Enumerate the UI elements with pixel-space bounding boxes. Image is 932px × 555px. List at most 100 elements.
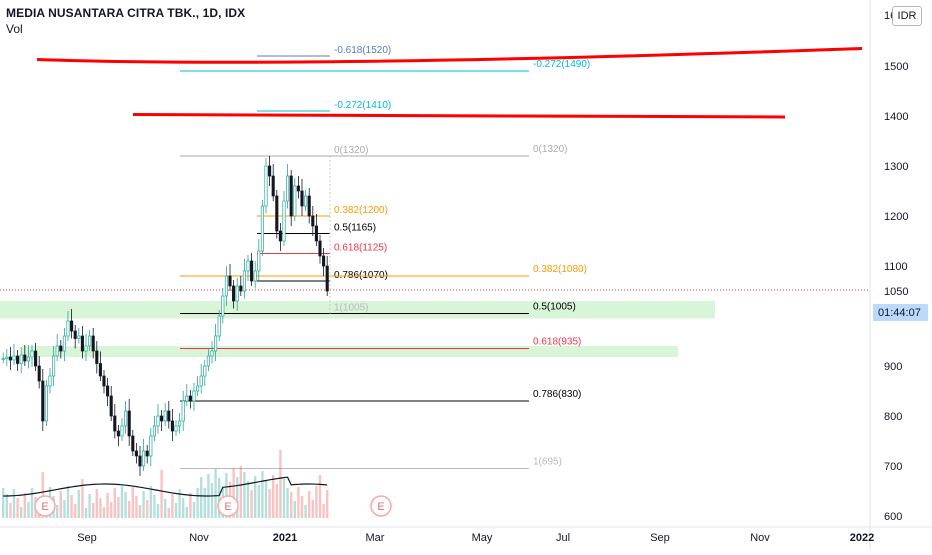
time-tick-label: Sep <box>77 532 97 544</box>
candle-body <box>181 400 185 422</box>
candle-body <box>138 455 142 467</box>
candle-body <box>84 345 88 352</box>
candle-body <box>257 250 261 272</box>
volume-bar <box>146 500 149 518</box>
volume-bar <box>131 487 134 518</box>
candle-body <box>167 410 171 422</box>
volume-bar <box>167 508 170 518</box>
candle-body <box>196 385 200 392</box>
volume-indicator-label[interactable]: Vol <box>6 22 23 36</box>
volume-bar <box>142 491 145 518</box>
candle-body <box>278 230 282 242</box>
candle-body <box>77 335 81 339</box>
volume-bar <box>279 450 282 518</box>
fib-level-label: -0.618(1520) <box>334 45 391 56</box>
volume-bar <box>326 490 329 518</box>
candle-body <box>26 356 30 362</box>
candle-body <box>37 365 41 382</box>
volume-bar <box>88 494 91 518</box>
candle-body <box>260 205 264 252</box>
candle-body <box>156 415 160 427</box>
volume-bar <box>149 486 152 518</box>
volume-bar <box>254 476 257 518</box>
lower-resistance-line <box>132 113 786 119</box>
volume-bar <box>16 498 19 518</box>
volume-bar <box>110 502 113 518</box>
volume-bar <box>5 494 8 518</box>
candle-body <box>59 345 63 352</box>
time-tick-label: Nov <box>750 532 770 544</box>
candle-body <box>116 430 120 437</box>
price-tick-label: 1400 <box>884 111 908 123</box>
candle-body <box>62 335 66 352</box>
candle-body <box>228 275 232 287</box>
currency-badge[interactable]: IDR <box>892 6 922 26</box>
volume-bar <box>153 495 156 518</box>
volume-bar <box>113 488 116 518</box>
candle-body <box>286 175 290 202</box>
volume-bar <box>257 485 260 518</box>
volume-bar <box>268 489 271 518</box>
candle-body <box>95 350 99 364</box>
candle-body <box>203 365 207 377</box>
candle-body <box>127 410 131 437</box>
candle-body <box>217 315 221 337</box>
volume-bar <box>308 491 311 518</box>
candle-body <box>235 285 239 302</box>
volume-bar <box>84 508 88 518</box>
candle-body <box>206 355 210 367</box>
price-tick-label: 900 <box>884 361 902 373</box>
support-zone <box>22 346 678 357</box>
price-tick-label: 800 <box>884 411 902 423</box>
volume-bar <box>264 480 268 518</box>
candle-body <box>192 390 196 402</box>
volume-bar <box>286 488 289 518</box>
price-tick-label: 1100 <box>884 261 908 273</box>
volume-bar <box>290 492 293 518</box>
price-tick-label: 600 <box>884 511 902 523</box>
candle-body <box>80 335 84 352</box>
candle-body <box>210 350 214 357</box>
candle-body <box>289 175 293 217</box>
last-price-tag <box>870 282 912 300</box>
candle-body <box>293 185 297 217</box>
countdown-tag <box>873 304 928 321</box>
volume-bar <box>174 503 178 518</box>
candle-body <box>5 356 9 359</box>
candle-body <box>250 260 254 282</box>
volume-bar <box>124 492 127 518</box>
volume-bar <box>128 501 131 518</box>
volume-bar <box>243 472 246 518</box>
symbol-title[interactable]: MEDIA NUSANTARA CITRA TBK., 1D, IDX <box>6 6 246 20</box>
candle-body <box>253 270 257 282</box>
candle-body <box>232 285 236 302</box>
candle-body <box>268 165 272 177</box>
volume-bar <box>138 505 142 518</box>
fib-level-label: 0.382(1200) <box>334 205 388 216</box>
fib-level-label: 0(1320) <box>334 145 368 156</box>
candle-body <box>124 410 128 427</box>
candle-body <box>152 425 156 437</box>
volume-bar <box>63 500 66 518</box>
volume-bar <box>95 489 98 518</box>
support-zone <box>0 301 715 319</box>
candle-body <box>102 375 106 387</box>
volume-bar <box>117 497 120 518</box>
candle-body <box>296 185 300 192</box>
candle-body <box>142 450 146 467</box>
volume-bar <box>30 488 34 518</box>
volume-bar <box>214 469 217 518</box>
volume-bar <box>196 488 199 518</box>
volume-bar <box>102 507 106 518</box>
price-tick-label: 1500 <box>884 61 908 73</box>
volume-bar <box>135 496 138 518</box>
candle-body <box>314 225 318 242</box>
candle-body <box>34 350 38 367</box>
candle-body <box>98 363 102 377</box>
volume-bar <box>236 477 239 518</box>
candle-body <box>145 450 149 457</box>
volume-bar <box>232 468 235 518</box>
candle-body <box>12 355 16 361</box>
